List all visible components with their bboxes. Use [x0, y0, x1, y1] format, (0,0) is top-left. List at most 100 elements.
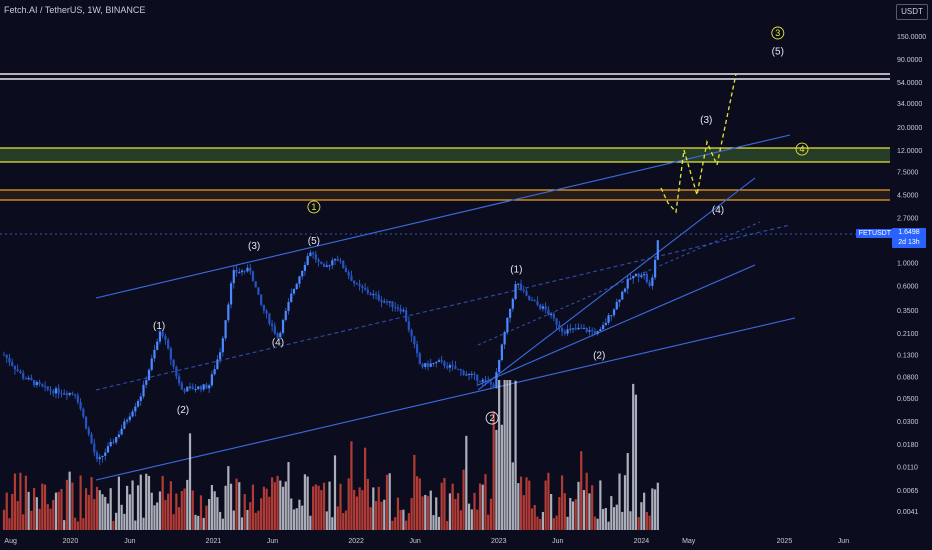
y-tick-label: 0.0300 [897, 419, 919, 426]
candle-body [265, 310, 268, 314]
candle-body [98, 457, 101, 460]
volume-bar [470, 509, 473, 530]
candle-body [350, 275, 353, 281]
volume-bar [632, 383, 635, 530]
candle-body [320, 261, 323, 265]
x-tick-label: May [682, 538, 696, 545]
candle-body [467, 373, 471, 375]
x-tick-label: Jun [552, 538, 563, 545]
last-price-box: 1.6498 2d 13h [892, 228, 926, 248]
volume-bar [131, 480, 134, 530]
volume-bar [208, 498, 211, 530]
y-tick-label: 0.2100 [897, 331, 919, 338]
volume-bar [16, 501, 19, 530]
wave-label: 3 [775, 28, 780, 38]
volume-bar [626, 453, 629, 530]
volume-bar [71, 482, 74, 530]
candle-body [219, 352, 222, 360]
candle-body [377, 294, 380, 301]
volume-bar [544, 480, 547, 530]
volume-bar [618, 473, 621, 530]
candle-body [257, 287, 260, 295]
volume-bar [615, 504, 618, 530]
candle-body [251, 271, 255, 282]
candle-body [273, 325, 276, 334]
volume-bar [268, 496, 271, 530]
wave-label-circle [771, 26, 785, 40]
volume-bar [235, 478, 238, 530]
volume-bar [156, 502, 159, 530]
candle-body [424, 363, 427, 367]
volume-bar [358, 487, 361, 530]
currency-badge[interactable]: USDT [896, 4, 928, 20]
candle-body [508, 308, 512, 318]
candle-body [429, 363, 432, 367]
volume-bar [637, 517, 640, 530]
candle-body [550, 314, 553, 316]
volume-bar [197, 515, 200, 530]
volume-bar [593, 516, 596, 530]
volume-bar [415, 476, 419, 530]
wave-label: (3) [700, 115, 712, 126]
volume-bar [98, 490, 101, 530]
volume-bar [139, 474, 142, 530]
volume-bar [224, 485, 227, 530]
candle-body [645, 274, 648, 283]
volume-bar [54, 492, 58, 530]
wave-label: 1 [311, 202, 316, 212]
volume-bar [331, 517, 334, 530]
volume-bar [550, 494, 553, 530]
candle-body [11, 362, 14, 366]
volume-bar [591, 485, 594, 530]
volume-bar [290, 498, 293, 530]
candle-body [262, 304, 265, 311]
candle-body [268, 313, 271, 324]
volume-bar [213, 491, 216, 530]
volume-bar [413, 454, 416, 530]
candle-body [396, 307, 400, 309]
candle-body [180, 383, 183, 390]
volume-bar [588, 493, 591, 530]
upper-channel-line [95, 134, 791, 299]
wave-labels: (1) (2) (3) (4) (5) 1 (1) 2 (2) (3) (4) (5) 3 4 [153, 26, 809, 425]
candle-body [511, 298, 514, 309]
wave-label: (2) [593, 350, 605, 361]
volume-bar [421, 496, 424, 530]
candle-body [547, 309, 550, 315]
candle-body [432, 363, 435, 365]
candle-body [63, 393, 66, 395]
volume-bar [473, 492, 476, 530]
candle-body [115, 437, 118, 443]
volume-bar [60, 488, 63, 530]
wave-label-circle [485, 411, 499, 425]
volume-bar [74, 517, 77, 530]
volume-bar [49, 508, 52, 530]
candle-body [610, 315, 613, 317]
candle-body [336, 258, 339, 261]
candle-body [82, 408, 85, 417]
candle-body [74, 393, 77, 396]
candle-body [238, 272, 241, 274]
candle-body [147, 369, 151, 381]
volume-bar [355, 496, 358, 530]
candle-body [571, 328, 575, 330]
y-tick-label: 0.0065 [897, 488, 919, 495]
volume-bar [270, 477, 274, 530]
wave-label-circle [307, 200, 321, 214]
wave-label: (5) [308, 236, 320, 247]
candle-body [46, 386, 49, 390]
candle-body [506, 317, 509, 333]
candle-body [287, 302, 290, 311]
volume-bar [410, 498, 413, 530]
volume-bar [175, 493, 178, 530]
candle-body [317, 259, 320, 262]
candle-body [437, 360, 441, 362]
volume-bar [569, 498, 572, 530]
candle-body [541, 306, 545, 309]
volume-bar [126, 485, 129, 530]
x-tick-label: Jun [124, 538, 135, 545]
candle-body [478, 380, 482, 382]
volume-bar [158, 491, 162, 530]
candle-body [539, 304, 542, 309]
